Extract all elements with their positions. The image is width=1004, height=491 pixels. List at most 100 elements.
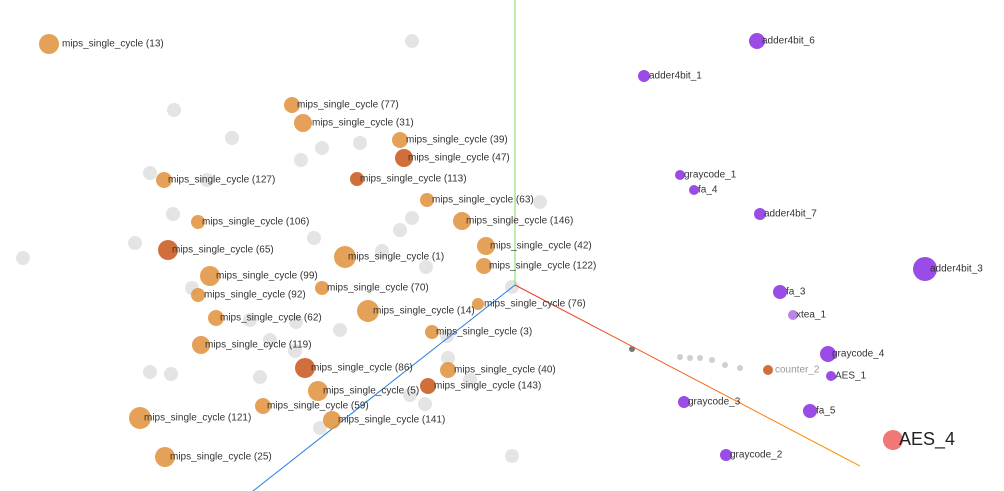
point-label: mips_single_cycle (59): [267, 401, 369, 412]
point: [191, 288, 205, 302]
background-point: [353, 136, 367, 150]
point: [392, 132, 408, 148]
background-point: [533, 195, 547, 209]
point-label: mips_single_cycle (122): [489, 261, 596, 272]
point-label: fa_5: [816, 406, 836, 417]
point: [453, 212, 471, 230]
background-point: [403, 388, 417, 402]
point-label: fa_3: [786, 287, 806, 298]
background-point: [243, 313, 257, 327]
background-point: [143, 166, 157, 180]
background-point: [225, 131, 239, 145]
point-label: mips_single_cycle (31): [312, 118, 414, 129]
point: [295, 358, 315, 378]
background-point: [288, 344, 302, 358]
point: [773, 285, 787, 299]
background-point: [307, 231, 321, 245]
point-label: mips_single_cycle (146): [466, 216, 573, 227]
point: [129, 407, 151, 429]
background-point: [418, 397, 432, 411]
point: [472, 298, 484, 310]
point: [294, 114, 312, 132]
background-point: [441, 351, 455, 365]
point: [788, 310, 798, 320]
point: [315, 281, 329, 295]
point: [689, 185, 699, 195]
point-label: mips_single_cycle (63): [432, 195, 534, 206]
point: [477, 237, 495, 255]
point-label: mips_single_cycle (113): [360, 174, 467, 185]
point: [39, 34, 59, 54]
point: [826, 371, 836, 381]
background-point: [166, 207, 180, 221]
point: [420, 378, 436, 394]
point: [883, 430, 903, 450]
point: [308, 381, 328, 401]
point: [675, 170, 685, 180]
point: [395, 149, 413, 167]
point: [763, 365, 773, 375]
point-label: mips_single_cycle (47): [408, 153, 510, 164]
point: [803, 404, 817, 418]
background-point: [419, 260, 433, 274]
point: [350, 172, 364, 186]
point-label: mips_single_cycle (86): [311, 363, 413, 374]
point: [334, 246, 356, 268]
point: [678, 396, 690, 408]
point-label: mips_single_cycle (1): [348, 252, 444, 263]
point-label: AES_4: [899, 429, 955, 450]
background-point: [333, 323, 347, 337]
point-label: mips_single_cycle (127): [168, 175, 275, 186]
point: [754, 208, 766, 220]
point-label: adder4bit_6: [762, 36, 815, 47]
point: [720, 449, 732, 461]
background-point: [737, 365, 743, 371]
point-label: mips_single_cycle (143): [434, 381, 541, 392]
point-label: fa_4: [698, 185, 718, 196]
point: [913, 257, 937, 281]
point: [284, 97, 300, 113]
point-label: mips_single_cycle (13): [62, 39, 164, 50]
background-point: [167, 103, 181, 117]
point: [638, 70, 650, 82]
point-label: xtea_1: [796, 310, 826, 321]
point-label: adder4bit_7: [764, 209, 817, 220]
point-label: mips_single_cycle (14): [373, 306, 475, 317]
point-label: mips_single_cycle (92): [204, 290, 306, 301]
point-label: mips_single_cycle (5): [323, 386, 419, 397]
point: [440, 362, 456, 378]
point-label: mips_single_cycle (99): [216, 271, 318, 282]
point: [425, 325, 439, 339]
axis-z: [252, 284, 516, 491]
point: [357, 300, 379, 322]
background-point: [722, 362, 728, 368]
background-point: [697, 355, 703, 361]
point: [476, 258, 492, 274]
background-point: [315, 141, 329, 155]
point-label: graycode_3: [688, 397, 741, 408]
point: [420, 193, 434, 207]
background-point: [164, 367, 178, 381]
point: [749, 33, 765, 49]
point-label: mips_single_cycle (25): [170, 452, 272, 463]
point: [820, 346, 836, 362]
point-label: adder4bit_1: [649, 71, 702, 82]
point: [158, 240, 178, 260]
background-point: [393, 223, 407, 237]
background-point: [405, 211, 419, 225]
background-point: [440, 329, 454, 343]
axis-x: [514, 284, 861, 467]
point: [208, 310, 224, 326]
point: [255, 398, 271, 414]
background-point: [143, 365, 157, 379]
point-label: mips_single_cycle (77): [297, 100, 399, 111]
background-point: [375, 244, 389, 258]
background-point: [405, 34, 419, 48]
point-label: mips_single_cycle (39): [406, 135, 508, 146]
background-point: [289, 315, 303, 329]
background-point: [313, 421, 327, 435]
background-point: [677, 354, 683, 360]
point-label: mips_single_cycle (70): [327, 283, 429, 294]
point-label: graycode_4: [832, 349, 885, 360]
point-label: mips_single_cycle (62): [220, 313, 322, 324]
